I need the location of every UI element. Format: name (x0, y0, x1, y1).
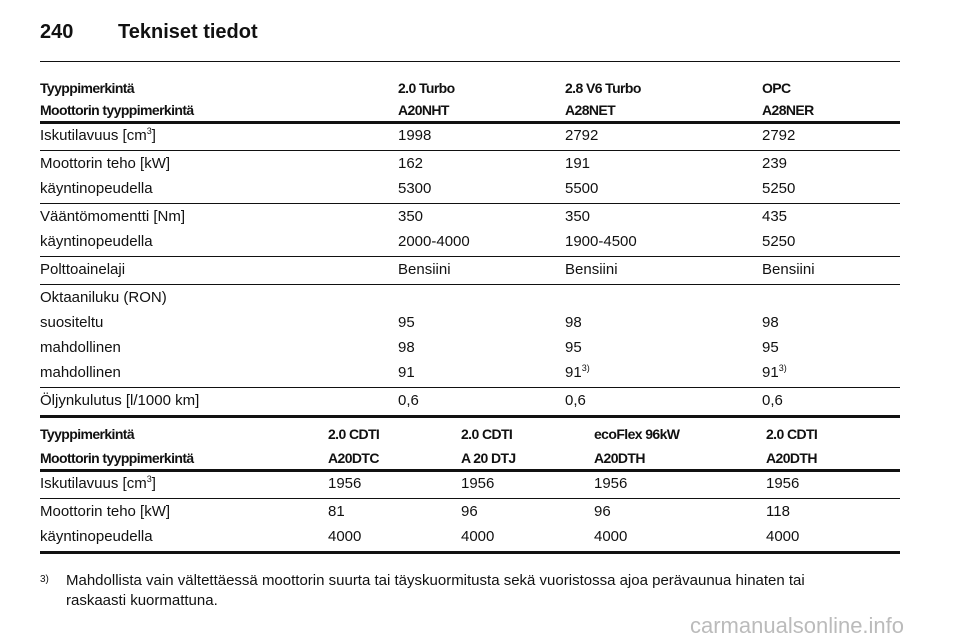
cell: A28NER (762, 102, 814, 118)
cell: 350 (398, 207, 424, 225)
cell: Iskutilavuus [cm3] (40, 473, 156, 492)
rule (40, 284, 900, 285)
cell: ecoFlex 96kW (594, 426, 680, 442)
page-number: 240 (40, 21, 74, 43)
cell: käyntinopeudella (40, 179, 153, 197)
cell: 350 (565, 207, 591, 225)
cell: 5500 (565, 179, 599, 197)
cell: mahdollinen (40, 338, 121, 356)
cell: 98 (398, 338, 415, 356)
cell: 2000-4000 (398, 232, 470, 250)
cell: Bensiini (762, 260, 815, 278)
cell: 98 (565, 313, 582, 331)
cell: 2.0 Turbo (398, 80, 455, 96)
cell: 435 (762, 207, 788, 225)
cell: Tyyppimerkintä (40, 80, 135, 96)
rule (40, 469, 900, 472)
cell: 1900-4500 (565, 232, 637, 250)
rule (40, 150, 900, 151)
cell: 913) (762, 362, 787, 381)
rule (40, 121, 900, 124)
cell: Oktaaniluku (RON) (40, 288, 167, 306)
cell: A20DTH (594, 450, 645, 466)
cell: 5250 (762, 179, 796, 197)
cell: 1956 (766, 474, 800, 492)
cell: 118 (766, 502, 790, 520)
rule (40, 387, 900, 388)
cell: 0,6 (398, 391, 419, 409)
cell: Öljynkulutus [l/1000 km] (40, 391, 200, 409)
cell: Moottorin tyyppimerkintä (40, 102, 194, 118)
cell: 2792 (565, 126, 599, 144)
cell: 95 (762, 338, 779, 356)
cell: A 20 DTJ (461, 450, 516, 466)
cell: 96 (461, 502, 478, 520)
page-title: Tekniset tiedot (118, 21, 258, 43)
cell: 4000 (766, 527, 800, 545)
cell: 2.0 CDTI (766, 426, 818, 442)
cell: 1956 (461, 474, 495, 492)
cell: Tyyppimerkintä (40, 426, 135, 442)
cell: Moottorin teho [kW] (40, 502, 171, 520)
cell: 913) (565, 362, 590, 381)
rule (40, 415, 900, 418)
cell: suositeltu (40, 313, 104, 331)
cell: A20DTH (766, 450, 817, 466)
cell: 98 (762, 313, 779, 331)
cell: 95 (565, 338, 582, 356)
footnote-mark: 3) (40, 574, 49, 585)
cell: Iskutilavuus [cm3] (40, 125, 156, 144)
cell: 5250 (762, 232, 796, 250)
cell: 0,6 (762, 391, 783, 409)
cell: Bensiini (398, 260, 451, 278)
cell: A20DTC (328, 450, 379, 466)
cell: 95 (398, 313, 415, 331)
cell: 5300 (398, 179, 432, 197)
cell: 1956 (328, 474, 362, 492)
cell: OPC (762, 80, 791, 96)
cell: Vääntömomentti [Nm] (40, 207, 186, 225)
cell: 4000 (594, 527, 628, 545)
cell: käyntinopeudella (40, 232, 153, 250)
cell: 2792 (762, 126, 796, 144)
cell: 0,6 (565, 391, 586, 409)
cell: 96 (594, 502, 611, 520)
cell: 1998 (398, 126, 432, 144)
rule (40, 203, 900, 204)
cell: A20NHT (398, 102, 449, 118)
cell: 4000 (328, 527, 362, 545)
cell: 91 (398, 363, 415, 381)
cell: 239 (762, 154, 788, 172)
cell: Polttoainelaji (40, 260, 126, 278)
cell: 162 (398, 154, 424, 172)
cell: Bensiini (565, 260, 618, 278)
rule (40, 551, 900, 554)
watermark: carmanualsonline.info (690, 613, 905, 638)
cell: 2.8 V6 Turbo (565, 80, 641, 96)
footnote-text: Mahdollista vain vältettäessä moottorin … (66, 572, 805, 609)
cell: Moottorin teho [kW] (40, 154, 171, 172)
cell: 1956 (594, 474, 628, 492)
cell: A28NET (565, 102, 616, 118)
rule (40, 256, 900, 257)
cell: 191 (565, 154, 591, 172)
cell: mahdollinen (40, 363, 121, 381)
cell: 81 (328, 502, 345, 520)
cell: 4000 (461, 527, 495, 545)
cell: käyntinopeudella (40, 527, 153, 545)
rule (40, 498, 900, 499)
cell: 2.0 CDTI (461, 426, 513, 442)
cell: 2.0 CDTI (328, 426, 380, 442)
header-rule (40, 61, 900, 62)
cell: Moottorin tyyppimerkintä (40, 450, 194, 466)
